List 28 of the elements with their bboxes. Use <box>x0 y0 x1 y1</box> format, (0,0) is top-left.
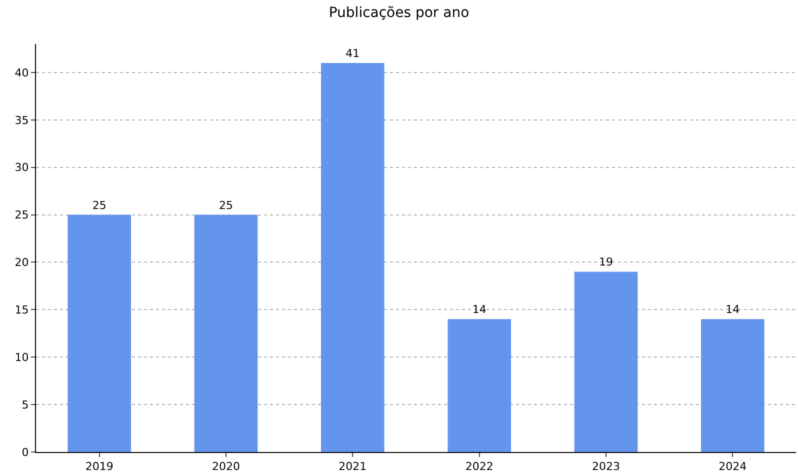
x-tick-label: 2019 <box>85 460 114 474</box>
y-tick-label: 0 <box>22 446 29 459</box>
chart-title: Publicações por ano <box>328 4 470 21</box>
data-label: 19 <box>599 256 613 269</box>
y-tick-label: 20 <box>14 256 29 270</box>
data-label: 41 <box>346 46 360 60</box>
data-label: 25 <box>219 198 233 212</box>
x-tick-label: 2020 <box>212 460 240 474</box>
x-tick-label: 2023 <box>592 460 620 474</box>
bar <box>448 319 511 452</box>
y-tick-label: 10 <box>14 350 29 364</box>
bar <box>194 214 258 452</box>
bar <box>321 62 384 452</box>
bar <box>574 272 638 452</box>
y-tick-label: 30 <box>14 161 29 174</box>
x-tick-label: 2024 <box>718 460 747 474</box>
y-tick-label: 25 <box>14 208 29 222</box>
bar <box>68 214 131 452</box>
y-tick-label: 5 <box>22 398 29 412</box>
y-tick-label: 40 <box>14 66 29 80</box>
x-tick-label: 2021 <box>338 460 367 474</box>
y-tick-label: 15 <box>14 304 29 317</box>
data-label: 25 <box>92 198 106 212</box>
data-label: 14 <box>472 303 486 316</box>
x-tick-label: 2022 <box>465 460 494 474</box>
bar <box>701 319 764 452</box>
y-tick-label: 35 <box>14 114 29 127</box>
data-label: 14 <box>726 303 740 316</box>
